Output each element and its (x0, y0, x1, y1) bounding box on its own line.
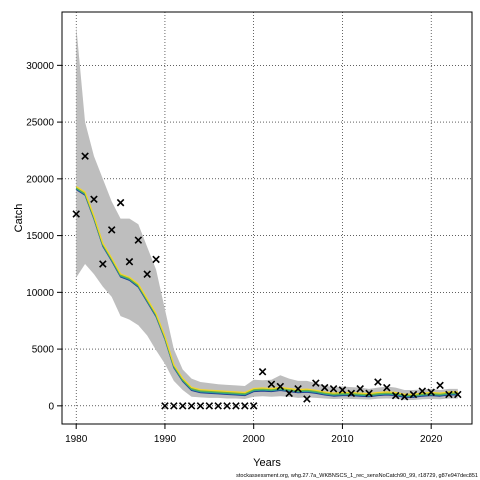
observed-point (143, 270, 151, 278)
observed-point (205, 402, 214, 410)
estimate-line-yellow (75, 185, 458, 395)
observed-point (409, 390, 418, 399)
y-tick-label: 0 (48, 401, 54, 412)
observed-point (436, 381, 444, 390)
observed-point (232, 402, 240, 410)
y-tick-label: 5000 (32, 345, 55, 356)
observed-point (196, 402, 205, 410)
observed-point (214, 402, 222, 410)
observed-point (374, 378, 382, 386)
x-tick-label: 2010 (331, 434, 354, 445)
y-tick-label: 10000 (26, 288, 54, 299)
observed-point (107, 226, 116, 234)
observed-point (365, 389, 373, 398)
observed-point (116, 198, 125, 207)
observed-point (125, 257, 134, 266)
observed-point (152, 255, 160, 264)
observed-point (241, 402, 249, 410)
observed-point (312, 379, 320, 387)
observed-point (329, 385, 338, 393)
observed-point (81, 152, 89, 160)
x-tick-label: 1980 (65, 434, 88, 445)
confidence-band (76, 25, 458, 400)
y-tick-label: 30000 (26, 61, 54, 72)
observed-point (427, 388, 435, 396)
observed-point (99, 260, 107, 268)
grid (62, 12, 472, 424)
observed-point (134, 236, 143, 244)
x-axis-title: Years (253, 457, 281, 469)
observed-point (294, 385, 302, 393)
observed-point (249, 402, 258, 410)
y-axis-title: Catch (13, 204, 25, 233)
source-footnote: stockassessment.org, whg.27.7a_WKBNSCS_1… (236, 473, 478, 479)
x-tick-label: 2000 (243, 434, 266, 445)
x-tick-label: 2020 (420, 434, 443, 445)
observed-point (400, 392, 409, 401)
observed-point (72, 210, 80, 218)
observed-point (303, 395, 311, 403)
observed-point (258, 368, 267, 376)
observed-point (267, 380, 276, 389)
observed-point (285, 389, 293, 398)
observed-point (178, 402, 187, 410)
observed-point (445, 390, 453, 399)
y-axis: 0 5000 10000 15000 20000 25000 30000 (26, 61, 62, 412)
confidence-band-area (76, 25, 458, 400)
observed-point (276, 382, 285, 391)
y-tick-label: 15000 (26, 231, 54, 242)
observed-point (391, 391, 400, 400)
observed-point (454, 390, 462, 399)
x-tick-label: 1990 (154, 434, 177, 445)
observed-point (356, 385, 364, 393)
observed-point (418, 387, 427, 395)
observed-point (338, 386, 347, 394)
observed-point (223, 402, 231, 410)
plot-frame (61, 11, 473, 425)
observed-point (187, 402, 196, 410)
observed-point (170, 402, 178, 410)
y-tick-label: 25000 (26, 118, 54, 129)
observed-point (347, 389, 356, 398)
observed-point (383, 383, 391, 392)
observed-catch-markers (72, 152, 462, 410)
observed-point (161, 402, 169, 410)
observed-point (90, 195, 98, 204)
observed-point (320, 383, 329, 392)
y-tick-label: 20000 (26, 174, 54, 185)
x-axis: 1980 1990 2000 2010 2020 (65, 424, 443, 445)
